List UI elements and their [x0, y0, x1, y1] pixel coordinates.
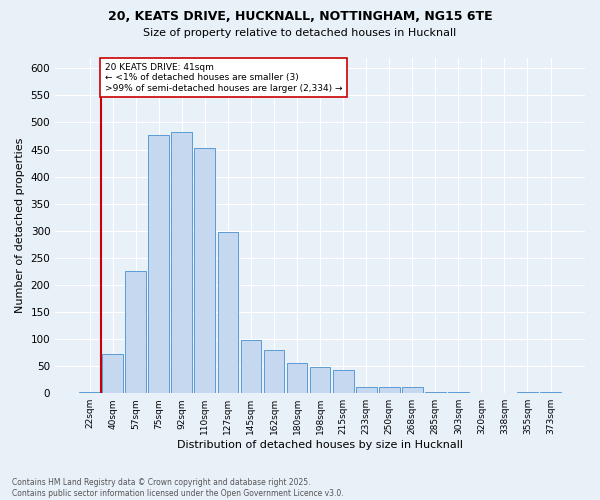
- Bar: [356, 386, 377, 393]
- Bar: [194, 148, 215, 393]
- Bar: [241, 340, 262, 393]
- Text: Size of property relative to detached houses in Hucknall: Size of property relative to detached ho…: [143, 28, 457, 38]
- Bar: [148, 135, 169, 393]
- X-axis label: Distribution of detached houses by size in Hucknall: Distribution of detached houses by size …: [177, 440, 463, 450]
- Bar: [102, 354, 123, 393]
- Bar: [448, 392, 469, 393]
- Bar: [172, 132, 192, 393]
- Bar: [540, 392, 561, 393]
- Bar: [333, 370, 353, 393]
- Bar: [425, 392, 446, 393]
- Text: 20 KEATS DRIVE: 41sqm
← <1% of detached houses are smaller (3)
>99% of semi-deta: 20 KEATS DRIVE: 41sqm ← <1% of detached …: [104, 63, 342, 92]
- Text: 20, KEATS DRIVE, HUCKNALL, NOTTINGHAM, NG15 6TE: 20, KEATS DRIVE, HUCKNALL, NOTTINGHAM, N…: [107, 10, 493, 23]
- Bar: [310, 367, 331, 393]
- Bar: [125, 272, 146, 393]
- Bar: [517, 392, 538, 393]
- Bar: [379, 386, 400, 393]
- Bar: [402, 388, 422, 393]
- Text: Contains HM Land Registry data © Crown copyright and database right 2025.
Contai: Contains HM Land Registry data © Crown c…: [12, 478, 344, 498]
- Bar: [287, 364, 307, 393]
- Y-axis label: Number of detached properties: Number of detached properties: [15, 138, 25, 313]
- Bar: [263, 350, 284, 393]
- Bar: [218, 232, 238, 393]
- Bar: [79, 392, 100, 393]
